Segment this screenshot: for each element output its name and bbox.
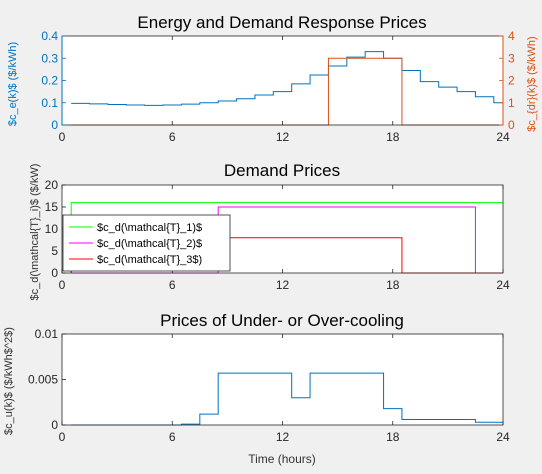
series-line-1 <box>71 372 503 426</box>
chart-2-title: Demand Prices <box>224 161 340 180</box>
xtick-label: 0 <box>59 278 66 292</box>
plot-area <box>62 334 503 425</box>
xtick-label: 6 <box>169 130 176 144</box>
ytick-label: 5 <box>51 244 58 258</box>
xtick-label: 12 <box>276 430 290 444</box>
ytick-label: 10 <box>45 222 59 236</box>
xtick-label: 0 <box>59 430 66 444</box>
ytick-label: 15 <box>45 200 59 214</box>
chart-2-ylabel: $c_d(\mathcal{T}_i)$ ($/kW) <box>29 164 41 301</box>
ytick-label: 0.005 <box>28 373 58 387</box>
chart-3-title: Prices of Under- or Over-cooling <box>160 311 404 330</box>
chart-cooling-prices: Prices of Under- or Over-cooling 0 6 12 18 2… <box>3 311 510 466</box>
ytick-label: 2 <box>508 74 515 88</box>
ytick-label: 3 <box>508 51 515 65</box>
chart-1-ylabel-left: $c_e(k)$ ($/kWh) <box>7 42 19 126</box>
ytick-label: 0.4 <box>41 29 58 43</box>
ytick-label: 0.3 <box>41 51 58 65</box>
ytick-label: 4 <box>508 29 515 43</box>
ytick-label: 0 <box>51 118 58 132</box>
xtick-label: 6 <box>169 430 176 444</box>
legend-entry: $c_d(\mathcal{T}_3$) <box>97 254 202 266</box>
xtick-label: 18 <box>386 130 400 144</box>
ytick-label: 1 <box>508 96 515 110</box>
xtick-label: 0 <box>59 130 66 144</box>
ytick-label: 20 <box>45 178 59 192</box>
legend-entry: $c_d(\mathcal{T}_1)$ <box>97 222 202 234</box>
legend: $c_d(\mathcal{T}_1)$ $c_d(\mathcal{T}_2)$… <box>62 214 231 272</box>
series-line-1 <box>71 51 503 106</box>
xtick-label: 24 <box>496 278 510 292</box>
ytick-label: 0 <box>508 118 515 132</box>
ytick-label: 0.2 <box>41 74 58 88</box>
xtick-label: 12 <box>276 130 290 144</box>
chart-3-ylabel: $c_u(k)$ ($/kWh$^2$) <box>3 327 15 435</box>
chart-1-title: Energy and Demand Response Prices <box>137 13 426 32</box>
chart-1-ylabel-right: $c_{dr}(k)$ ($/kWh) <box>526 36 538 131</box>
plot-area <box>62 36 503 125</box>
xtick-label: 24 <box>496 430 510 444</box>
xtick-label: 12 <box>276 278 290 292</box>
chart-demand-prices: Demand Prices 0 6 12 18 24 0 5 10 15 20 $c_d(\math… <box>29 161 510 300</box>
chart-3-xlabel: Time (hours) <box>248 452 316 466</box>
ytick-label: 0.1 <box>41 96 58 110</box>
chart-energy-prices: Energy and Demand Response Prices 0 6 12 18… <box>7 13 538 144</box>
xtick-label: 18 <box>386 430 400 444</box>
xtick-label: 24 <box>496 130 510 144</box>
xtick-label: 18 <box>386 278 400 292</box>
legend-entry: $c_d(\mathcal{T}_2)$ <box>97 238 202 250</box>
ytick-label: 0.01 <box>35 327 59 341</box>
ytick-label: 0 <box>51 266 58 280</box>
xtick-label: 6 <box>169 278 176 292</box>
ytick-label: 0 <box>51 418 58 432</box>
